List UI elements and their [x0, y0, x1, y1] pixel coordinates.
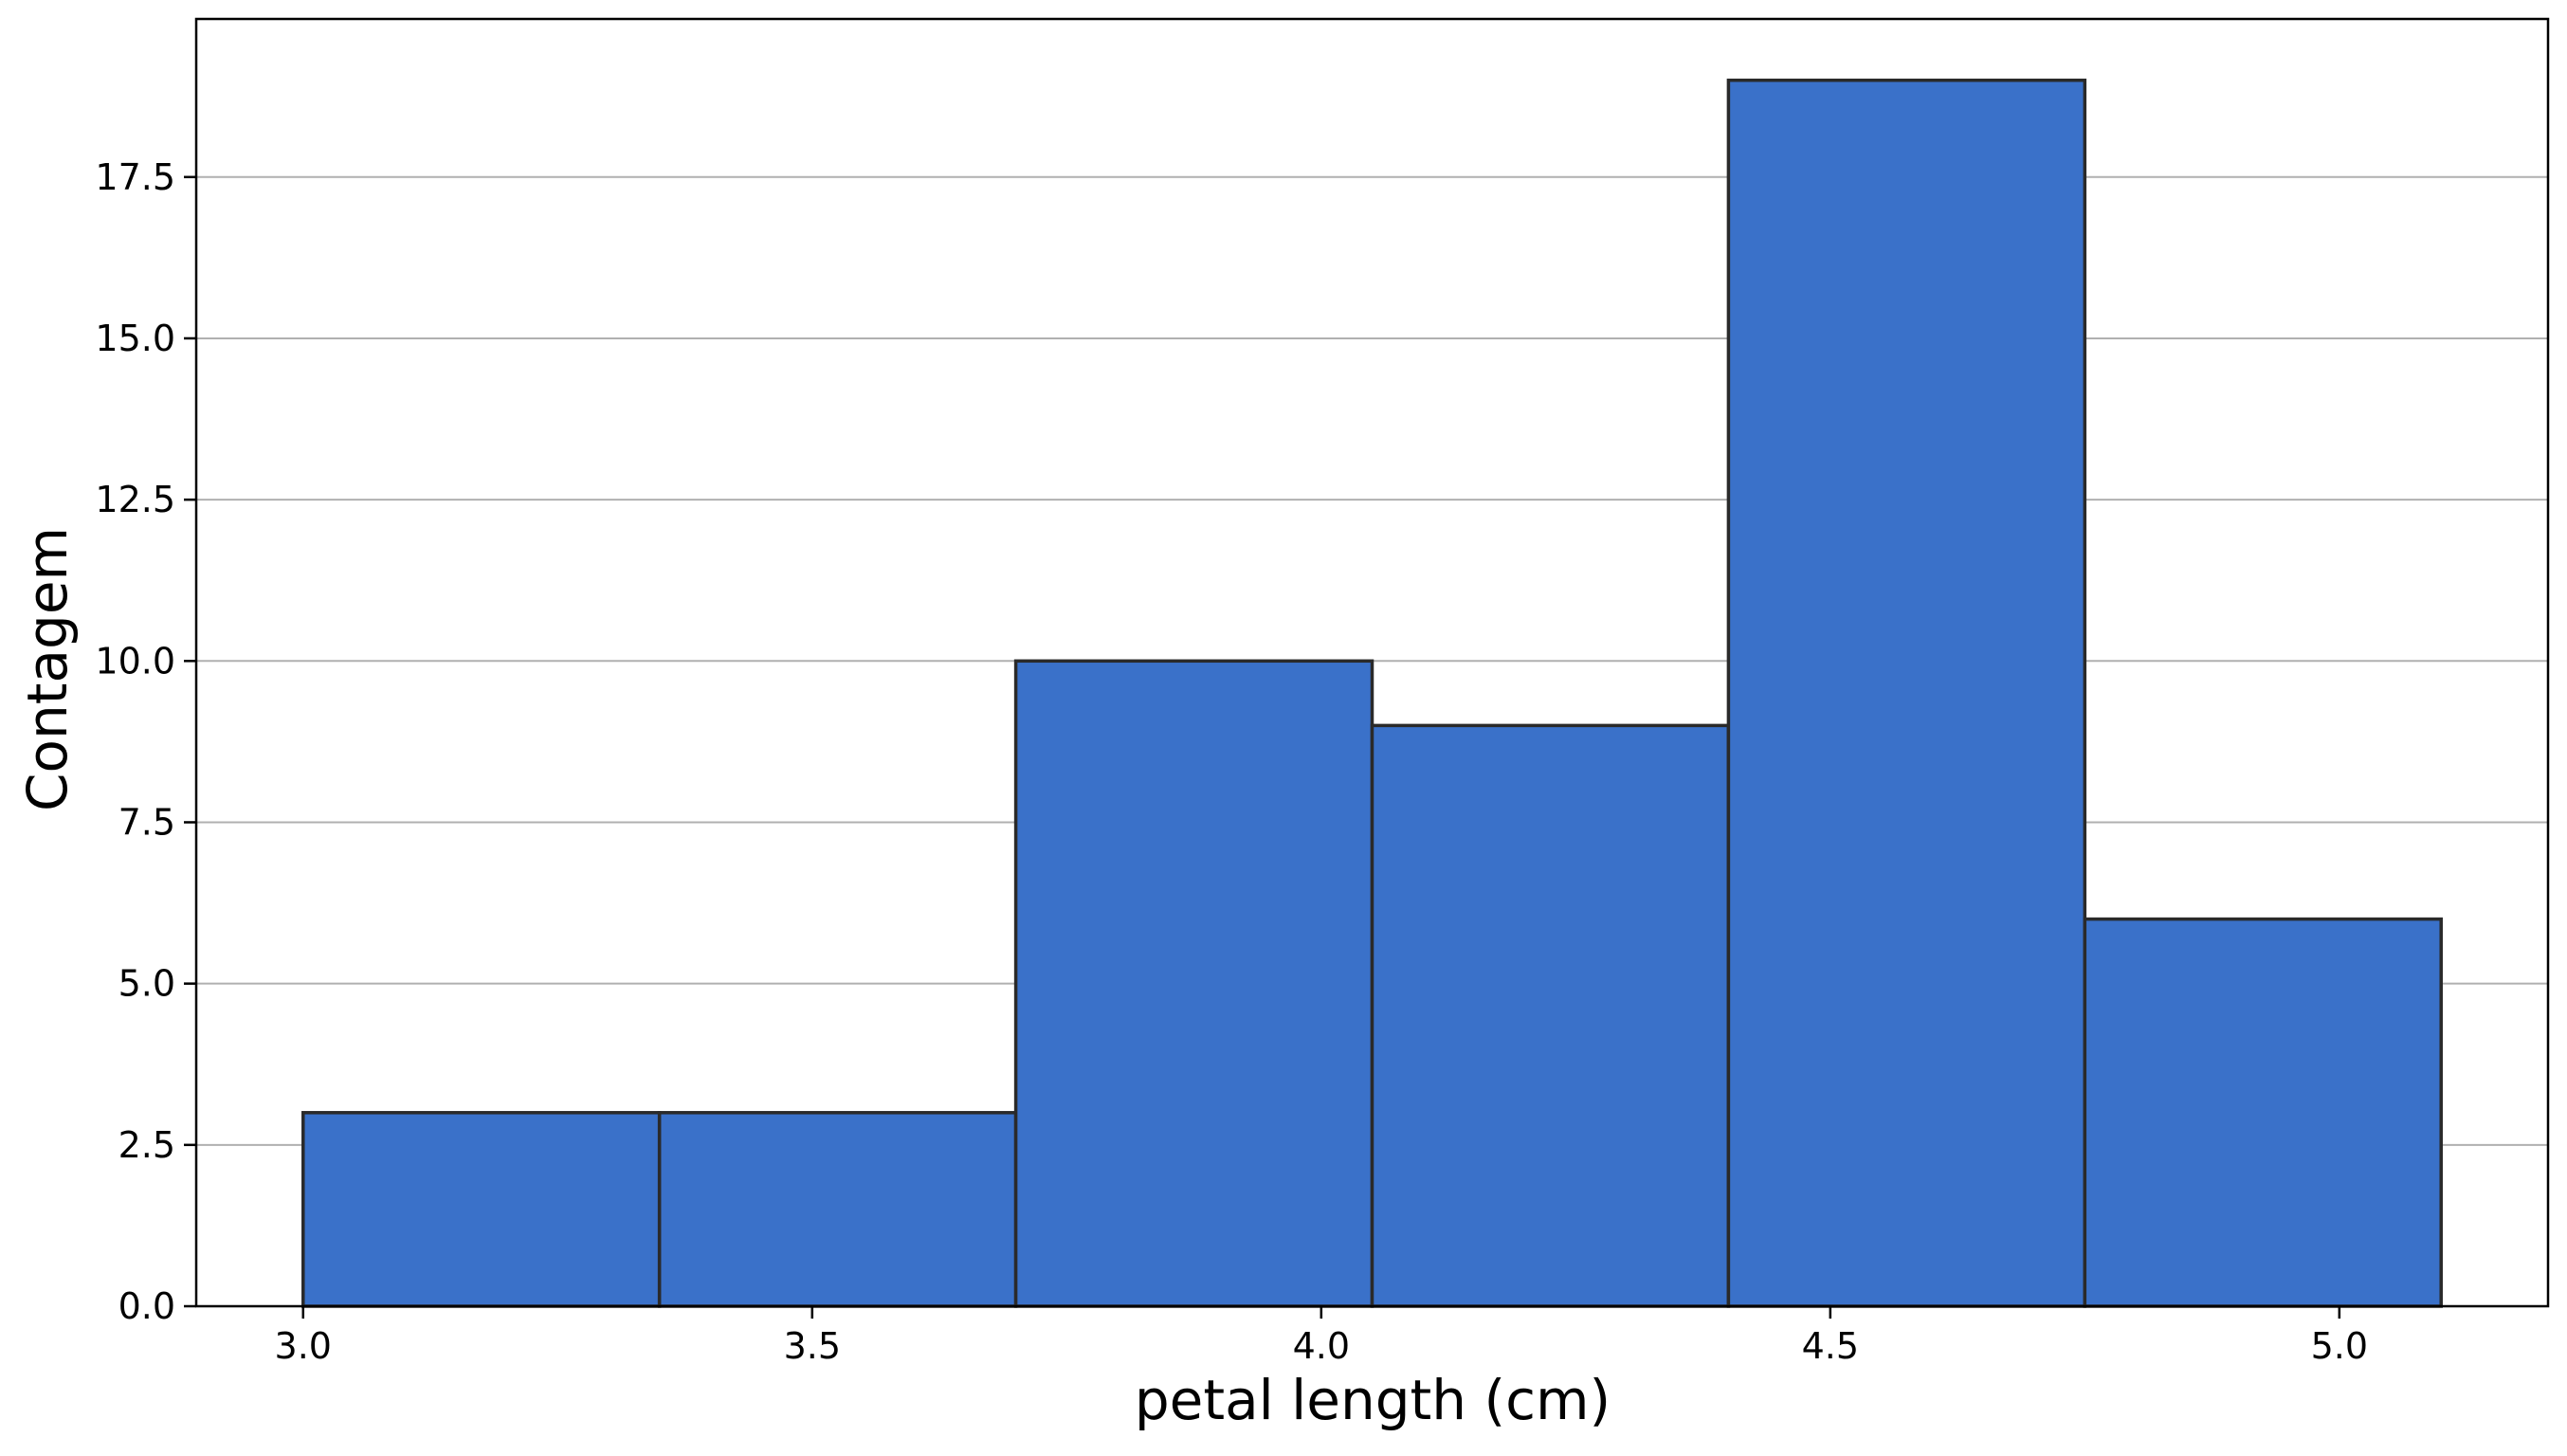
- bars: [301, 78, 2443, 1308]
- histogram-bar-1: [657, 1111, 1018, 1308]
- ticks: 3.0 3.5 4.0 4.5 5.0 0.0 2.5 5.0 7.5 10.0 12.5 15.0 1…: [95, 156, 2368, 1367]
- histogram-bar-0: [301, 1111, 662, 1308]
- plot-frame: [194, 17, 2550, 1308]
- y-tick-label-3: 7.5: [118, 801, 175, 843]
- histogram-bar-3: [1370, 723, 1731, 1308]
- y-tick-label-1: 2.5: [118, 1124, 175, 1166]
- y-tick-label-2: 5.0: [118, 963, 175, 1005]
- y-axis-title: Contagem: [15, 527, 80, 811]
- y-tick-label-5: 12.5: [95, 479, 175, 520]
- y-tick-label-6: 15.0: [95, 318, 175, 359]
- histogram-bar-4: [1726, 78, 2087, 1308]
- x-tick-label-4: 5.0: [2311, 1325, 2368, 1367]
- y-tick-label-4: 10.0: [95, 640, 175, 682]
- histogram-bar-5: [2083, 917, 2443, 1308]
- x-tick-label-0: 3.0: [275, 1325, 332, 1367]
- x-axis-title: petal length (cm): [1135, 1368, 1611, 1432]
- x-tick-label-1: 3.5: [784, 1325, 841, 1367]
- axes: [194, 17, 2550, 1308]
- x-tick-label-3: 4.5: [1802, 1325, 1859, 1367]
- histogram-bar-2: [1013, 659, 1375, 1308]
- y-tick-label-0: 0.0: [118, 1285, 175, 1327]
- y-tick-label-7: 17.5: [95, 156, 175, 198]
- x-tick-label-2: 4.0: [1293, 1325, 1350, 1367]
